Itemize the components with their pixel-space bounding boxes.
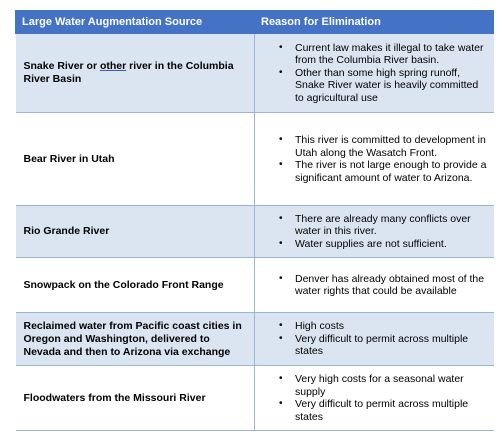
reason-item: • This river is committed to development … — [279, 134, 490, 159]
source-text: Rio Grande River — [23, 225, 110, 237]
bullet-icon: • — [279, 41, 283, 53]
table-row: Snake River or other river in the Columb… — [15, 33, 494, 113]
reason-text: The river is not large enough to provide… — [295, 159, 487, 184]
bullet-icon: • — [279, 272, 283, 284]
reason-text: There are already many conflicts over wa… — [295, 212, 471, 238]
water-augmentation-table-container: Large Water Augmentation Source Reason f… — [15, 10, 494, 431]
reason-item: • Denver has already obtained most of the… — [279, 272, 490, 298]
table-row: Snowpack on the Colorado Front Range • De… — [15, 257, 494, 313]
table-row: Bear River in Utah • This river is commit… — [15, 112, 494, 206]
reason-list: • High costs • Very difficult to permit ac… — [275, 320, 490, 358]
reason-cell: • This river is committed to development … — [254, 112, 494, 206]
bullet-icon: • — [279, 373, 283, 384]
table-row: Reclaimed water from Pacific coast citie… — [15, 312, 494, 366]
source-text-part: river in the Columbia River Basin — [23, 60, 234, 85]
reason-item: • Very difficult to permit across multipl… — [279, 332, 490, 358]
header-source: Large Water Augmentation Source — [15, 10, 255, 34]
table-row: Rio Grande River • There are already many… — [15, 205, 494, 258]
reason-list: • Current law makes it illegal to take wa… — [275, 42, 490, 105]
header-reason: Reason for Elimination — [254, 10, 494, 34]
reason-list: • This river is committed to development … — [275, 134, 490, 184]
reason-cell: • There are already many conflicts over w… — [254, 205, 494, 258]
bullet-icon: • — [279, 159, 283, 170]
reason-item: • Current law makes it illegal to take wa… — [279, 41, 490, 67]
reason-item: • The river is not large enough to provid… — [279, 159, 490, 184]
bullet-icon: • — [279, 237, 283, 249]
source-cell: Floodwaters from the Missouri River — [15, 365, 255, 431]
reason-text: Denver has already obtained most of the … — [295, 272, 485, 298]
reason-item: • There are already many conflicts over w… — [279, 212, 490, 238]
water-augmentation-table: Large Water Augmentation Source Reason f… — [15, 10, 494, 431]
reason-list: • Denver has already obtained most of the… — [275, 273, 490, 298]
reason-item: • Very high costs for a seasonal water su… — [279, 373, 490, 398]
bullet-icon: • — [279, 398, 283, 409]
bullet-icon: • — [279, 320, 283, 332]
reason-item: • High costs — [279, 320, 490, 333]
reason-item: • Water supplies are not sufficient. — [279, 237, 490, 251]
source-text-part: other — [99, 60, 127, 72]
reason-text: Very difficult to permit across multiple… — [295, 332, 469, 358]
reason-cell: • Very high costs for a seasonal water su… — [254, 365, 494, 431]
source-cell: Reclaimed water from Pacific coast citie… — [15, 312, 255, 366]
reason-text: Other than some high spring runoff, Snak… — [295, 66, 479, 104]
source-text-part: Snake River or — [23, 60, 100, 72]
reason-item: • Very difficult to permit across multipl… — [279, 398, 490, 423]
source-text: Reclaimed water from Pacific coast citie… — [23, 319, 242, 358]
reason-list: • Very high costs for a seasonal water su… — [275, 373, 490, 423]
reason-text: This river is committed to development i… — [295, 134, 486, 159]
reason-list: • There are already many conflicts over w… — [275, 213, 490, 251]
table-header-row: Large Water Augmentation Source Reason f… — [15, 10, 494, 34]
reason-text: Very high costs for a seasonal water sup… — [295, 373, 464, 398]
source-cell: Rio Grande River — [15, 205, 255, 258]
reason-cell: • High costs • Very difficult to permit ac… — [254, 312, 494, 366]
bullet-icon: • — [279, 66, 283, 78]
reason-item: • Other than some high spring runoff, Sna… — [279, 66, 490, 105]
bullet-icon: • — [279, 332, 283, 344]
table-row: Floodwaters from the Missouri River • Ver… — [15, 365, 494, 431]
reason-cell: • Denver has already obtained most of the… — [254, 257, 494, 313]
source-text: Bear River in Utah — [23, 152, 115, 165]
reason-cell: • Current law makes it illegal to take wa… — [254, 33, 494, 113]
source-cell: Snowpack on the Colorado Front Range — [15, 257, 255, 313]
reason-text: High costs — [295, 320, 345, 333]
source-cell: Bear River in Utah — [15, 112, 255, 206]
reason-text: Very difficult to permit across multiple… — [295, 398, 469, 423]
reason-text: Water supplies are not sufficient. — [295, 237, 447, 250]
bullet-icon: • — [279, 212, 283, 224]
source-text: Snowpack on the Colorado Front Range — [23, 278, 224, 291]
source-cell: Snake River or other river in the Columb… — [15, 33, 255, 113]
source-text: Floodwaters from the Missouri River — [23, 391, 206, 404]
reason-text: Current law makes it illegal to take wat… — [295, 41, 484, 67]
bullet-icon: • — [279, 134, 283, 145]
